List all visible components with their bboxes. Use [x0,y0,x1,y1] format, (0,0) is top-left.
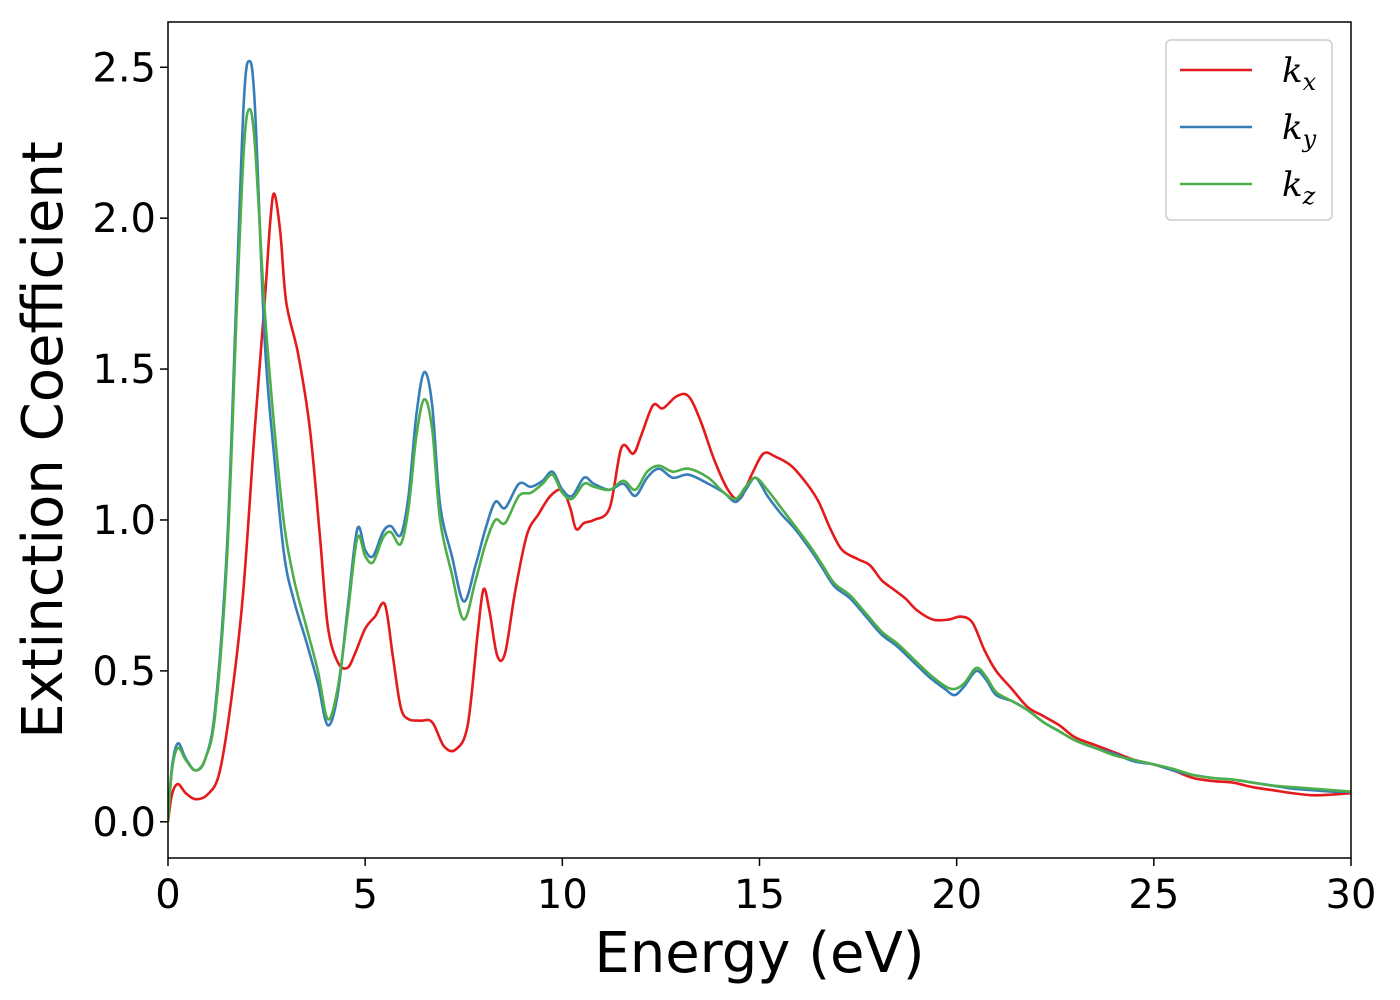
y-tick-label: 2.5 [92,45,156,91]
legend: kx ky kz [1165,39,1333,221]
x-axis-ticks: 0 5 10 15 20 25 30 [155,858,1376,918]
y-tick-label: 1.5 [92,347,156,393]
x-tick-label: 0 [155,872,180,918]
series-line-k_x [168,192,1351,822]
x-tick-label: 15 [734,872,785,918]
legend-label-k_y: ky [1282,108,1317,153]
x-tick-label: 10 [537,872,588,918]
legend-box [1165,39,1333,221]
x-tick-label: 20 [931,872,982,918]
y-tick-label: 0.5 [92,649,156,695]
x-axis-title: Energy (eV) [594,921,924,986]
x-tick-label: 5 [352,872,377,918]
legend-label-k_x: kx [1282,51,1317,96]
legend-label-k_z: kz [1282,165,1316,210]
x-tick-label: 25 [1128,872,1179,918]
y-tick-label: 2.0 [92,196,156,242]
x-tick-label: 30 [1326,872,1377,918]
y-tick-label: 0.0 [92,800,156,846]
series-lines [168,59,1351,822]
y-axis-title: Extinction Coefficient [11,141,76,739]
y-axis-ticks: 0.0 0.5 1.0 1.5 2.0 2.5 [92,45,168,846]
y-tick-label: 1.0 [92,498,156,544]
series-line-k_z [168,107,1351,822]
